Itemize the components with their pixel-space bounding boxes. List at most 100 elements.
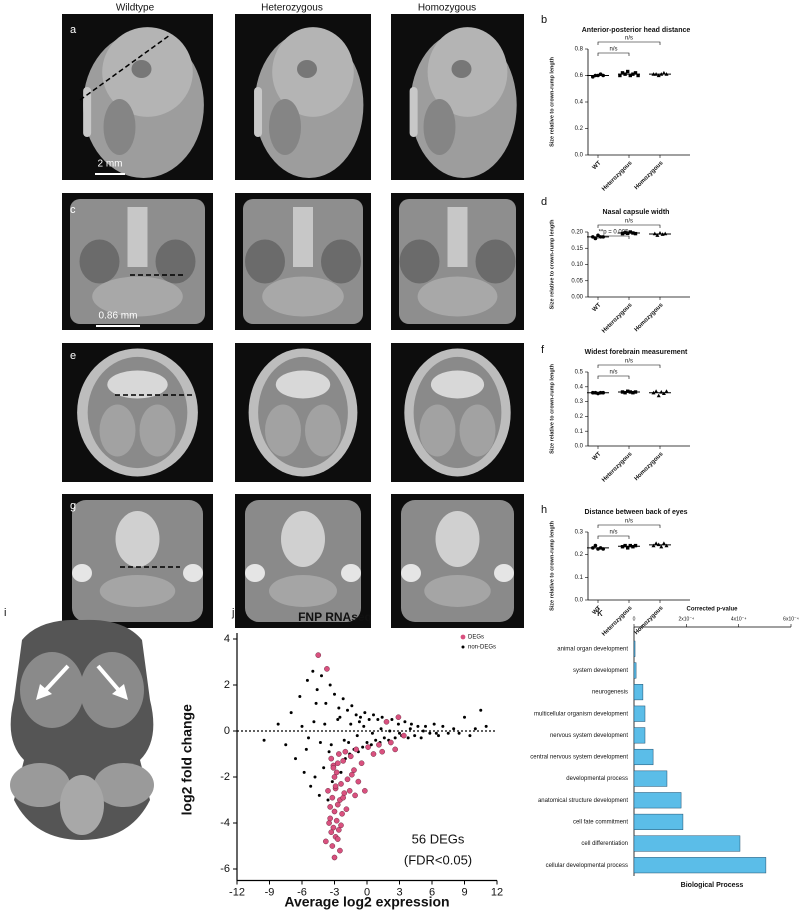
gene-point: [329, 743, 333, 747]
significance-bracket: [597, 375, 630, 379]
gene-point: [330, 780, 334, 784]
category-label: cell fate commitment: [573, 819, 628, 825]
gene-point: [457, 731, 461, 735]
gene-point: [379, 727, 383, 731]
bar: [633, 748, 654, 766]
hemisphere: [139, 404, 176, 457]
hemisphere: [305, 404, 341, 457]
x-tick-label: 6: [429, 886, 435, 898]
gene-point: [452, 727, 456, 731]
bar: [633, 792, 682, 809]
y-tick-label: 0.0: [575, 153, 584, 159]
y-tick-label: 0.3: [575, 530, 584, 536]
panel-label: h: [541, 504, 547, 516]
bar: [633, 640, 636, 657]
data-point: [628, 230, 632, 234]
deg-point: [349, 771, 355, 778]
data-point: [633, 231, 638, 236]
deg-point: [362, 788, 368, 794]
gene-point: [370, 731, 374, 735]
y-axis-label: Size relative to crown-rump length: [549, 219, 555, 309]
gene-point: [338, 715, 342, 719]
gene-point: [324, 701, 328, 705]
significance-bracket: [597, 41, 661, 45]
panel-label: b: [541, 14, 547, 26]
tongue: [115, 511, 160, 567]
gene-point: [317, 793, 321, 797]
gene-point: [289, 711, 293, 715]
eye: [494, 564, 514, 582]
significance-label: **p = 0.005: [599, 230, 630, 236]
gene-point: [446, 731, 450, 735]
gene-point: [311, 669, 315, 673]
deg-point: [344, 776, 351, 783]
deg-point: [365, 744, 371, 750]
gene-point: [468, 734, 472, 738]
eye-section: [475, 239, 516, 284]
gene-point: [428, 731, 432, 735]
category-label: anatomical structure development: [538, 798, 628, 804]
panel-label: a: [70, 24, 77, 36]
y-tick-label: 0.2: [575, 414, 584, 420]
significance-label: n/s: [625, 519, 633, 525]
significance-bracket: [597, 524, 661, 528]
gene-point: [413, 734, 417, 738]
x-tick-label: 6x10⁻⁴: [783, 616, 799, 622]
gene-point: [372, 713, 375, 717]
deg-point: [395, 714, 402, 721]
embryo-tail: [254, 87, 263, 137]
gene-point: [314, 701, 318, 705]
deg-point: [334, 760, 341, 767]
gene-point: [406, 736, 410, 740]
deg-point: [334, 801, 341, 808]
chart-title: FNP RNAseq: [298, 610, 372, 624]
data-point: [661, 70, 666, 75]
category-label: system development: [573, 668, 628, 674]
data-point: [656, 393, 661, 398]
deg-point: [341, 790, 348, 796]
gene-point: [304, 747, 308, 751]
gene-point: [342, 738, 346, 742]
y-tick-label: 0.4: [575, 384, 584, 390]
gene-point: [357, 720, 361, 724]
deg-point: [337, 847, 343, 854]
data-point: [626, 389, 630, 393]
deg-point: [324, 666, 330, 672]
x-tick-label: Heterozygous: [601, 451, 634, 484]
significance-label: n/s: [609, 47, 617, 53]
panel-label: k: [597, 607, 603, 619]
legend-marker: [461, 645, 465, 649]
gene-point: [276, 722, 280, 726]
y-tick-label: -4: [220, 817, 230, 829]
y-tick-label: -2: [220, 771, 230, 783]
y-tick-label: 0.3: [575, 399, 584, 405]
significance-bracket: [597, 364, 661, 368]
deg-point: [347, 753, 354, 760]
y-tick-label: 4: [224, 633, 230, 645]
gene-point: [361, 745, 365, 749]
data-point: [655, 233, 660, 237]
y-tick-label: 2: [224, 679, 230, 691]
x-axis-label: Corrected p-value: [686, 607, 738, 613]
eye-section: [245, 239, 285, 284]
gene-point: [302, 770, 306, 774]
ventricle: [430, 370, 485, 399]
deg-point: [328, 755, 335, 762]
gene-point: [322, 766, 326, 770]
scale-bar-label: 0.86 mm: [99, 311, 138, 322]
category-label: developmental process: [566, 776, 628, 782]
bar: [633, 684, 644, 701]
x-tick-label: 12: [491, 886, 503, 898]
gene-point: [380, 715, 384, 719]
x-tick-label: Heterozygous: [601, 160, 634, 193]
x-tick-label: 9: [461, 886, 467, 898]
embryo-limb: [103, 99, 136, 155]
embryo-eye: [451, 60, 472, 78]
eye-section: [321, 239, 361, 284]
gene-point: [403, 720, 407, 724]
panel-label: e: [70, 350, 76, 362]
data-point: [620, 231, 625, 236]
legend-label: DEGs: [468, 635, 484, 641]
data-point: [661, 391, 666, 396]
legend-marker: [460, 634, 466, 640]
